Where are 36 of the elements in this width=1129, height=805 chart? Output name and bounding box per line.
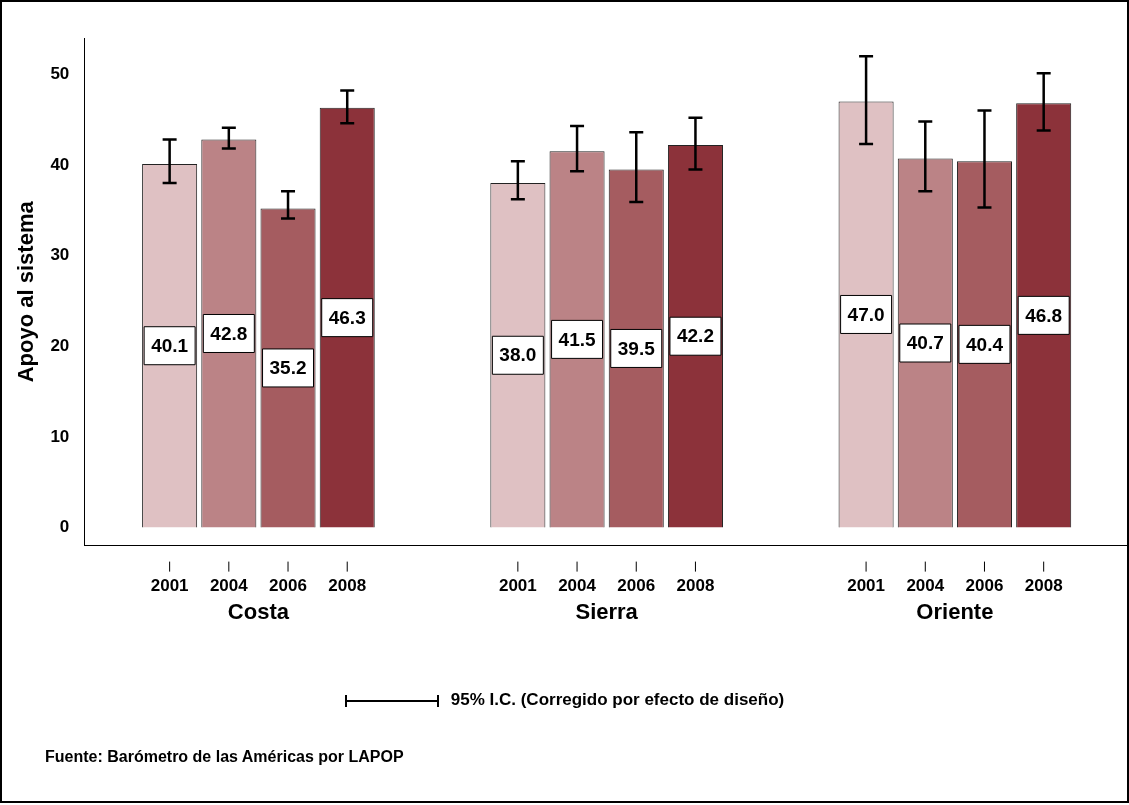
text: 2004 bbox=[209, 575, 249, 595]
data-label: 42.8 bbox=[210, 322, 248, 344]
y-tick-label: 0 bbox=[59, 517, 70, 537]
data-label: 40.7 bbox=[906, 332, 944, 354]
y-tick-label: 30 bbox=[50, 245, 70, 265]
data-label: 41.5 bbox=[558, 328, 596, 350]
text: 2006 bbox=[617, 575, 656, 595]
text: 2008 bbox=[1024, 575, 1063, 595]
y-tick-label: 10 bbox=[50, 426, 70, 446]
data-label: 38.0 bbox=[499, 344, 537, 366]
text: 95% I.C. (Corregido por efecto de diseño) bbox=[450, 690, 785, 709]
x-tick-label: Oriente bbox=[916, 598, 994, 624]
text: 2008 bbox=[328, 575, 367, 595]
y-tick-label: 50 bbox=[50, 63, 70, 83]
text: 2006 bbox=[269, 575, 307, 595]
text: 2004 bbox=[558, 575, 596, 595]
data-label: 35.2 bbox=[269, 357, 307, 379]
text: 2001 bbox=[498, 575, 537, 595]
x-tick-label: Sierra bbox=[575, 598, 639, 624]
text: 2001 bbox=[150, 575, 189, 595]
data-label: 46.8 bbox=[1025, 304, 1063, 326]
text: 2008 bbox=[676, 575, 715, 595]
text: 2001 bbox=[847, 575, 885, 595]
text: 2004 bbox=[906, 575, 945, 595]
data-label: 40.4 bbox=[965, 333, 1004, 355]
data-label: 42.2 bbox=[676, 325, 714, 347]
source-note: Fuente: Barómetro de las Américas por LAPOP bbox=[45, 748, 404, 766]
data-label: 46.3 bbox=[328, 306, 366, 328]
data-label: 39.5 bbox=[617, 337, 656, 359]
text: 2006 bbox=[965, 575, 1004, 595]
x-tick-label: Costa bbox=[227, 598, 290, 624]
y-axis-title: Apoyo al sistema bbox=[13, 200, 39, 383]
data-label: 40.1 bbox=[151, 334, 189, 356]
y-tick-label: 40 bbox=[50, 154, 70, 174]
data-label: 47.0 bbox=[847, 303, 885, 325]
y-tick-label: 20 bbox=[50, 335, 70, 355]
